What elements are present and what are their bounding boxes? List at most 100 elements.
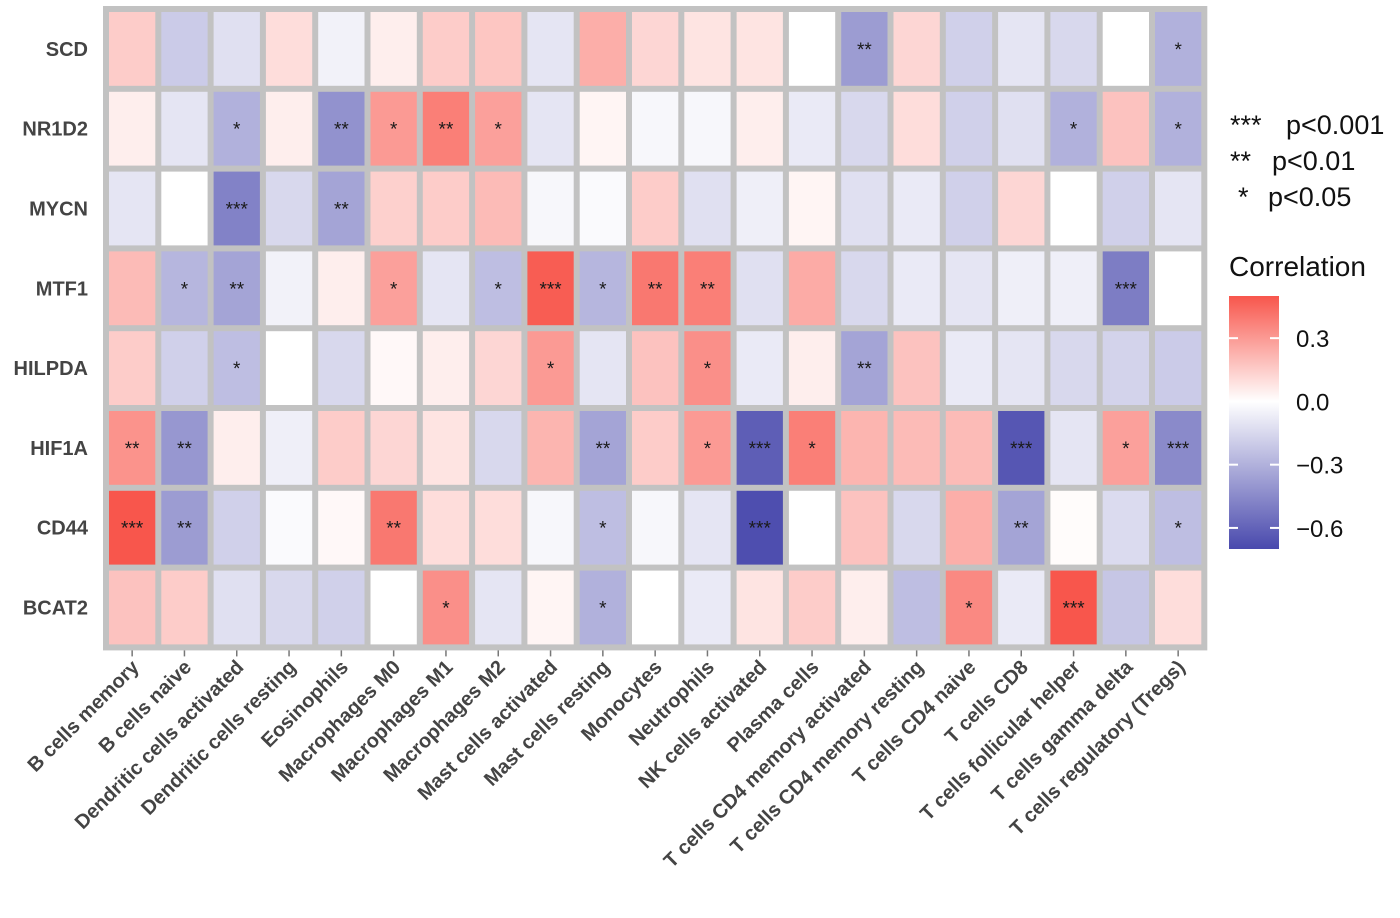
significance-key-label: p<0.01 — [1272, 146, 1355, 176]
heatmap-cell — [475, 490, 522, 565]
heatmap-cell — [579, 12, 626, 86]
heatmap-cell — [788, 331, 836, 405]
heatmap-cell — [945, 570, 993, 645]
row-label: HIF1A — [30, 438, 88, 460]
significance-stars: *** — [1062, 599, 1085, 620]
heatmap-cell — [213, 12, 260, 86]
heatmap-cell — [945, 490, 993, 565]
significance-stars: * — [599, 599, 607, 620]
row-label: MYCN — [29, 199, 88, 221]
heatmap-cell — [370, 251, 417, 326]
significance-stars: *** — [749, 439, 772, 460]
heatmap-cell — [893, 570, 940, 645]
significance-stars: ** — [177, 519, 192, 540]
heatmap-cell — [893, 331, 940, 405]
heatmap-cell — [841, 91, 888, 166]
heatmap-cell — [527, 331, 574, 405]
heatmap-cell — [370, 171, 417, 246]
heatmap-cell — [109, 171, 156, 246]
significance-stars: * — [599, 519, 607, 540]
heatmap-cell — [684, 12, 731, 86]
heatmap-cell — [422, 411, 470, 485]
heatmap-cell — [632, 91, 679, 166]
significance-stars: ** — [334, 200, 349, 221]
significance-stars: *** — [121, 519, 144, 540]
heatmap-cell — [109, 331, 156, 405]
significance-stars: ** — [334, 120, 349, 141]
heatmap-cell — [213, 251, 260, 326]
legend-tick-label: 0.0 — [1296, 389, 1329, 416]
heatmap-cell — [632, 411, 679, 485]
heatmap-cell — [370, 411, 417, 485]
heatmap-cell — [265, 331, 313, 405]
legend-colorbar — [1229, 296, 1279, 549]
significance-stars: ** — [648, 279, 663, 300]
significance-stars: * — [704, 359, 712, 380]
heatmap-cell — [213, 171, 260, 246]
heatmap-cell — [945, 12, 993, 86]
heatmap-cell — [161, 490, 208, 565]
heatmap-cell — [422, 171, 470, 246]
significance-stars: * — [599, 279, 607, 300]
significance-stars: * — [233, 120, 241, 141]
heatmap-cell — [788, 171, 836, 246]
heatmap-cell — [736, 12, 783, 86]
heatmap-cell — [893, 91, 940, 166]
heatmap-cell — [1050, 12, 1097, 86]
heatmap-cell — [1155, 171, 1202, 246]
heatmap-cell — [1102, 251, 1149, 326]
heatmap-cell — [632, 490, 679, 565]
legend-tick-label: 0.3 — [1296, 326, 1329, 353]
row-label: SCD — [46, 39, 88, 61]
heatmap-cell — [370, 331, 417, 405]
heatmap-cell — [893, 171, 940, 246]
heatmap-cell — [265, 171, 313, 246]
heatmap-cell — [161, 570, 208, 645]
significance-stars: * — [495, 279, 503, 300]
heatmap-cell — [684, 171, 731, 246]
significance-key-label: p<0.05 — [1268, 182, 1351, 212]
heatmap-cell — [1102, 331, 1149, 405]
heatmap-cell — [1102, 490, 1149, 565]
heatmap-cell — [161, 12, 208, 86]
heatmap-cell — [475, 91, 522, 166]
heatmap-cell — [109, 12, 156, 86]
heatmap-cell — [422, 490, 470, 565]
heatmap-cell — [579, 570, 626, 645]
row-label: MTF1 — [36, 278, 88, 300]
heatmap-cell — [998, 91, 1045, 166]
heatmap-cell — [161, 171, 208, 246]
significance-stars: * — [390, 120, 398, 141]
heatmap-cell — [1155, 411, 1202, 485]
heatmap-cell — [579, 91, 626, 166]
heatmap-cell — [736, 251, 783, 326]
heatmap-cell — [736, 331, 783, 405]
heatmap-cell — [579, 251, 626, 326]
row-label: HILPDA — [14, 358, 88, 380]
heatmap-cell — [422, 570, 470, 645]
heatmap-cell — [527, 91, 574, 166]
heatmap-cell — [1155, 91, 1202, 166]
heatmap-cell — [788, 411, 836, 485]
heatmap-cell — [318, 331, 365, 405]
significance-stars: * — [181, 279, 189, 300]
heatmap-cell — [893, 490, 940, 565]
heatmap-cell — [632, 171, 679, 246]
heatmap-cell — [318, 171, 365, 246]
significance-stars: *** — [1115, 279, 1138, 300]
heatmap-cell — [893, 12, 940, 86]
heatmap-cell — [684, 251, 731, 326]
heatmap-cell — [370, 12, 417, 86]
heatmap-cell — [1050, 331, 1097, 405]
legend-title: Correlation — [1229, 251, 1366, 282]
significance-stars: *** — [749, 519, 772, 540]
significance-stars: * — [1070, 120, 1078, 141]
heatmap-cell — [1102, 171, 1149, 246]
heatmap-cell — [422, 251, 470, 326]
heatmap-cell — [475, 251, 522, 326]
significance-stars: ** — [386, 519, 401, 540]
heatmap-cell — [1155, 331, 1202, 405]
heatmap-cell — [109, 490, 156, 565]
heatmap-cell — [1155, 490, 1202, 565]
heatmap-cell — [684, 490, 731, 565]
